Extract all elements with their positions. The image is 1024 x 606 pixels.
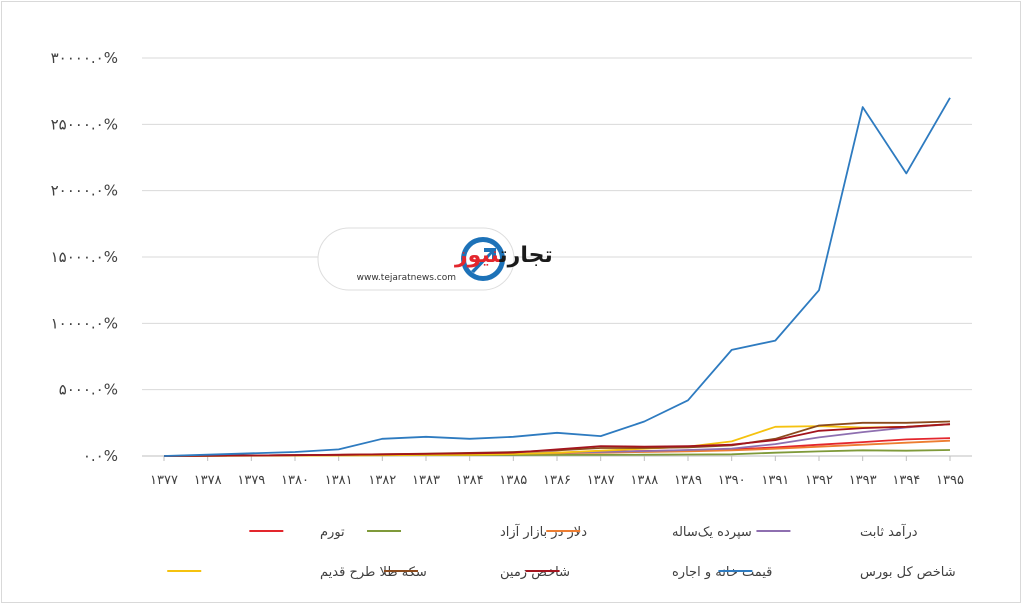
- x-axis: ۱۳۷۷ ۱۳۷۸ ۱۳۷۹ ۱۳۸۰ ۱۳۸۱ ۱۳۸۲ ۱۳۸۳ ۱۳۸۴ ۱۳۸۵ ۱۳۸۶…: [150, 456, 964, 488]
- y-tick-label: ۲۰۰۰۰.۰%: [51, 182, 118, 200]
- legend-label: تورم: [320, 525, 345, 540]
- series-lines: [163, 97, 951, 457]
- legend-label: دلار در بازار آزاد: [500, 523, 587, 540]
- x-tick-label: ۱۳۸۹: [674, 473, 702, 488]
- x-tick-label: ۱۳۹۴: [892, 473, 920, 488]
- x-tick-label: ۱۳۹۵: [936, 473, 964, 488]
- x-tick-label: ۱۳۸۸: [630, 473, 658, 488]
- x-tick-label: ۱۳۸۴: [456, 473, 484, 488]
- y-tick-label: ۳۰۰۰۰.۰%: [51, 49, 118, 67]
- x-tick-label: ۱۳۹۰: [718, 473, 746, 488]
- legend-item-3: درآمد ثابت: [756, 523, 918, 540]
- grid-lines: [142, 57, 972, 457]
- x-tick-label: ۱۳۷۹: [237, 473, 265, 488]
- series-line-2: [163, 439, 951, 457]
- x-tick-label: ۱۳۸۱: [325, 473, 353, 488]
- legend-label: درآمد ثابت: [860, 523, 918, 540]
- logo-badge: [317, 227, 515, 291]
- legend-item-5: شاخص زمین: [383, 565, 570, 580]
- legend-label: سکه طلا طرح قدیم: [320, 565, 427, 580]
- y-tick-label: ۱۰۰۰۰.۰%: [51, 314, 118, 332]
- y-tick-label: ۲۵۰۰۰.۰%: [51, 115, 118, 133]
- legend-item-7: شاخص کل بورس: [718, 565, 956, 580]
- logo-url: www.tejaratnews.com: [357, 273, 456, 283]
- x-tick-label: ۱۳۸۳: [412, 473, 440, 488]
- x-tick-label: ۱۳۸۵: [499, 473, 527, 488]
- logo-title-part1: تجارت: [498, 243, 552, 268]
- x-tick-label: ۱۳۹۱: [761, 473, 789, 488]
- x-tick-label: ۱۳۸۲: [368, 473, 396, 488]
- legend-item-2: سپرده یک‌ساله: [546, 525, 752, 540]
- legend-label: شاخص کل بورس: [860, 565, 956, 580]
- legend-item-1: دلار در بازار آزاد: [367, 523, 587, 540]
- y-tick-label: ۰.۰%: [83, 447, 118, 465]
- x-tick-label: ۱۳۸۷: [587, 473, 615, 488]
- legend: تورم دلار در بازار آزاد سپرده یک‌ساله درآمد…: [167, 523, 956, 580]
- x-tick-label: ۱۳۹۳: [849, 473, 877, 488]
- logo-emblem-icon: [461, 237, 505, 281]
- legend-item-4: سکه طلا طرح قدیم: [167, 565, 427, 580]
- series-line-7: [163, 97, 951, 457]
- logo-title: تجارتنیوز: [454, 243, 553, 268]
- legend-item-0: تورم: [249, 525, 345, 540]
- logo-title-part2: نیوز: [454, 243, 500, 268]
- y-tick-label: ۱۵۰۰۰.۰%: [51, 248, 118, 266]
- x-tick-label: ۱۳۸۰: [281, 473, 309, 488]
- x-tick-label: ۱۳۹۲: [805, 473, 833, 488]
- x-tick-label: ۱۳۷۸: [194, 473, 222, 488]
- legend-label: شاخص زمین: [500, 565, 570, 580]
- legend-label: قیمت خانه و اجاره: [672, 565, 772, 580]
- x-tick-label: ۱۳۸۶: [543, 473, 571, 488]
- tejaratnews-logo: تجارتنیوز www.tejaratnews.com: [317, 227, 553, 291]
- series-line-6: [163, 423, 951, 457]
- legend-label: سپرده یک‌ساله: [672, 525, 752, 540]
- y-axis: ۰.۰% ۵۰۰۰.۰% ۱۰۰۰۰.۰% ۱۵۰۰۰.۰% ۲۰۰۰۰.۰% ۲۵۰۰۰…: [51, 49, 118, 465]
- legend-item-6: قیمت خانه و اجاره: [525, 565, 772, 580]
- y-tick-label: ۵۰۰۰.۰%: [59, 381, 118, 399]
- x-tick-label: ۱۳۷۷: [150, 473, 178, 488]
